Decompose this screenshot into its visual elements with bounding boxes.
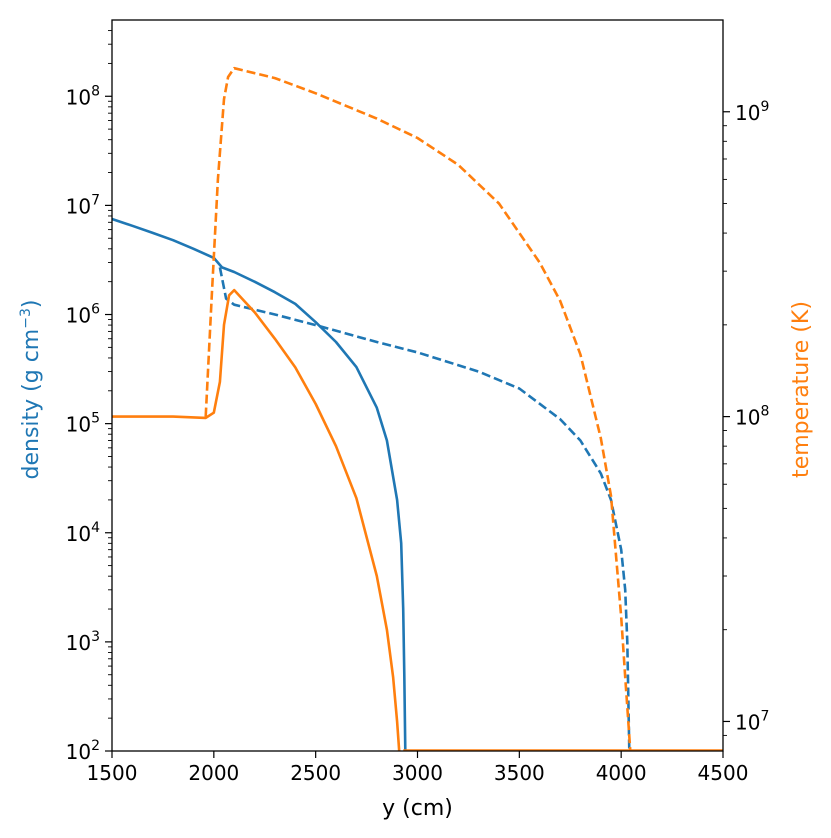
- left-y-axis-label: density (g cm−3): [18, 300, 44, 480]
- right-y-tick-label: 109: [735, 99, 769, 125]
- left-y-axis-label-text: density (g cm: [19, 329, 44, 480]
- x-tick-label: 2500: [290, 761, 341, 785]
- left-y-axis-label-close: ): [19, 300, 44, 309]
- left-y-tick-label: 108: [66, 83, 100, 109]
- temperature-solid-line: [112, 288, 401, 751]
- x-tick-label: 3500: [494, 761, 545, 785]
- left-y-tick-label: 102: [66, 738, 100, 764]
- left-y-axis-label-exponent: −3: [18, 308, 34, 329]
- plot-area: [112, 66, 723, 751]
- density-dashed-line: [218, 267, 631, 751]
- x-tick-label: 3000: [392, 761, 443, 785]
- x-tick-label: 4500: [698, 761, 749, 785]
- temperature-dashed-line: [204, 66, 632, 751]
- left-y-tick-label: 105: [66, 411, 100, 437]
- x-axis-label: y (cm): [382, 796, 453, 821]
- right-y-axis: 107 108 109: [723, 99, 769, 736]
- left-y-tick-label: 103: [66, 629, 100, 655]
- left-y-tick-label: 104: [66, 520, 100, 546]
- x-tick-label: 4000: [596, 761, 647, 785]
- x-axis: 1500 2000 2500 3000 3500 4000 4500: [87, 751, 749, 785]
- x-tick-label: 1500: [87, 761, 138, 785]
- left-y-axis: 102 103 104 105 106 107 108: [66, 30, 112, 764]
- right-y-tick-label: 108: [735, 404, 769, 430]
- x-tick-label: 2000: [188, 761, 239, 785]
- right-y-tick-label: 107: [735, 708, 769, 734]
- plot-frame: [111, 19, 724, 752]
- density-solid-line: [112, 217, 407, 751]
- right-y-axis-label: temperature (K): [789, 301, 814, 478]
- left-y-tick-label: 107: [66, 192, 100, 218]
- left-y-tick-label: 106: [66, 302, 100, 328]
